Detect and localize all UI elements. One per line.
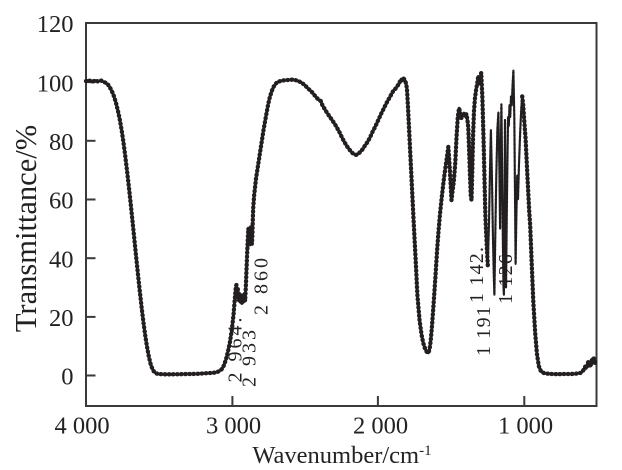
svg-text:2 000: 2 000 (353, 413, 408, 440)
svg-text:4 000: 4 000 (54, 413, 109, 440)
svg-text:Transmittance/%: Transmittance/% (9, 125, 43, 332)
svg-text:20: 20 (49, 305, 74, 332)
svg-text:0: 0 (61, 364, 73, 391)
svg-text:1 142.: 1 142. (466, 246, 488, 303)
svg-text:2 933: 2 933 (239, 327, 261, 387)
svg-text:1 000: 1 000 (498, 413, 553, 440)
svg-text:2 860: 2 860 (251, 255, 273, 315)
svg-text:Wavenumber/cm-1: Wavenumber/cm-1 (252, 442, 431, 469)
svg-text:100: 100 (37, 70, 74, 97)
svg-text:40: 40 (49, 246, 74, 273)
svg-text:120: 120 (37, 11, 74, 38)
svg-text:3 000: 3 000 (206, 413, 261, 440)
svg-text:60: 60 (49, 188, 74, 215)
svg-text:1 191: 1 191 (473, 305, 495, 356)
svg-text:80: 80 (49, 129, 74, 156)
